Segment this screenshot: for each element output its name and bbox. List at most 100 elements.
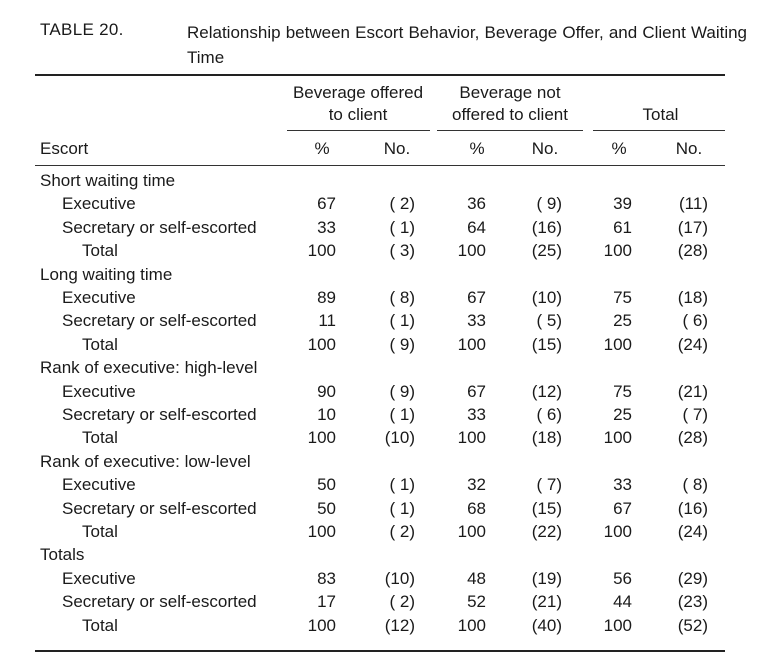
cell-p2: 100: [457, 241, 486, 261]
cell-p1: 100: [307, 615, 336, 635]
cell-n3: (28): [677, 428, 708, 448]
cell-n3: (24): [677, 522, 708, 541]
cell-n1: ( 2): [389, 522, 416, 541]
cell-n1: ( 2): [389, 194, 416, 214]
cell-p3: 61: [613, 217, 632, 237]
subheader-pct-2: %: [469, 139, 485, 158]
section-title: Long waiting time: [40, 264, 173, 284]
cell-n1: (12): [384, 615, 415, 635]
cell-n1: ( 8): [389, 288, 416, 307]
cell-p1: 33: [317, 217, 336, 237]
cell-n2: (25): [531, 241, 562, 261]
cell-p3: 75: [613, 381, 632, 401]
cell-n3: (18): [677, 288, 708, 307]
cell-n2: (21): [531, 592, 562, 612]
cell-p2: 52: [467, 592, 486, 612]
row-label-total: Total: [82, 615, 118, 635]
header-beverage-not-offered: Beverage not offered to client: [436, 82, 584, 126]
row-label-total: Total: [82, 428, 118, 448]
cell-p1: 17: [317, 592, 336, 612]
cell-p1: 89: [317, 288, 336, 307]
cell-p3: 44: [613, 592, 632, 612]
cell-p2: 100: [457, 428, 486, 448]
section-title: Short waiting time: [40, 171, 176, 190]
cell-n2: ( 5): [536, 311, 563, 331]
section-title: Rank of executive: low-level: [40, 451, 251, 471]
cell-p1: 50: [317, 498, 336, 518]
cell-n2: (18): [531, 428, 562, 448]
cell-p3: 67: [613, 498, 632, 518]
cell-p3: 100: [603, 522, 632, 541]
cell-n2: (12): [531, 381, 562, 401]
row-label: Secretary or self-escorted: [62, 592, 257, 612]
subheader-pct-3: %: [611, 139, 627, 158]
cell-p1: 11: [318, 311, 336, 331]
group-rule-not-offered: [437, 130, 583, 131]
cell-p1: 100: [307, 428, 336, 448]
cell-n3: (52): [677, 615, 708, 635]
cell-n3: (24): [677, 334, 708, 354]
row-label: Executive: [62, 475, 136, 495]
cell-p2: 100: [457, 615, 486, 635]
cell-p3: 100: [603, 334, 632, 354]
row-label: Secretary or self-escorted: [62, 217, 257, 237]
cell-p2: 68: [467, 498, 486, 518]
row-label: Secretary or self-escorted: [62, 311, 257, 331]
cell-p1: 10: [317, 405, 336, 424]
subheader-no-1: No.: [383, 139, 411, 158]
cell-p2: 33: [467, 311, 486, 331]
cell-p2: 64: [467, 217, 486, 237]
cell-p3: 100: [603, 241, 632, 261]
header-beverage-offered: Beverage offered to client: [283, 82, 433, 126]
row-label: Executive: [62, 288, 136, 307]
cell-p3: 100: [603, 428, 632, 448]
cell-n2: (16): [531, 217, 562, 237]
cell-p3: 39: [613, 194, 632, 214]
table-title: Relationship between Escort Behavior, Be…: [187, 23, 747, 67]
row-label: Executive: [62, 194, 136, 214]
bottom-rule: [35, 650, 725, 652]
cell-n3: ( 7): [682, 405, 709, 424]
cell-p2: 32: [467, 475, 486, 495]
cell-p1: 100: [307, 241, 336, 261]
header-not-offered-line2: offered to client: [452, 105, 568, 124]
cell-p1: 50: [317, 475, 336, 495]
cell-n3: ( 6): [682, 311, 709, 331]
subheader-no-3: No.: [675, 139, 703, 158]
group-rule-total: [593, 130, 725, 131]
cell-n1: (10): [384, 428, 415, 448]
cell-n2: (19): [531, 568, 562, 588]
cell-n1: ( 1): [389, 498, 416, 518]
row-label-total: Total: [82, 522, 118, 541]
cell-p2: 100: [457, 522, 486, 541]
cell-n1: ( 1): [389, 217, 416, 237]
cell-p3: 100: [603, 615, 632, 635]
cell-n3: (28): [677, 241, 708, 261]
cell-p1: 67: [317, 194, 336, 214]
cell-n2: ( 6): [536, 405, 563, 424]
row-label: Executive: [62, 568, 136, 588]
cell-n2: (15): [531, 498, 562, 518]
cell-p3: 25: [613, 405, 632, 424]
cell-p1: 90: [317, 381, 336, 401]
cell-p1: 100: [307, 334, 336, 354]
cell-n1: ( 9): [389, 334, 416, 354]
header-offered-line1: Beverage offered: [292, 83, 424, 102]
cell-n1: ( 1): [389, 475, 416, 495]
cell-p3: 25: [613, 311, 632, 331]
cell-n2: (40): [531, 615, 562, 635]
cell-p2: 33: [467, 405, 486, 424]
cell-n2: (15): [531, 334, 562, 354]
cell-p3: 33: [613, 475, 632, 495]
cell-n1: ( 9): [389, 381, 416, 401]
cell-n3: (29): [677, 568, 708, 588]
cell-n1: ( 3): [389, 241, 416, 261]
subheader-pct-1: %: [314, 139, 330, 158]
header-rule: [35, 165, 725, 166]
cell-p2: 36: [467, 194, 486, 214]
cell-p2: 67: [467, 288, 486, 307]
cell-n2: (22): [531, 522, 562, 541]
header-not-offered-line1: Beverage not: [459, 83, 561, 102]
header-total-label: Total: [642, 105, 679, 124]
cell-p2: 48: [467, 568, 486, 588]
